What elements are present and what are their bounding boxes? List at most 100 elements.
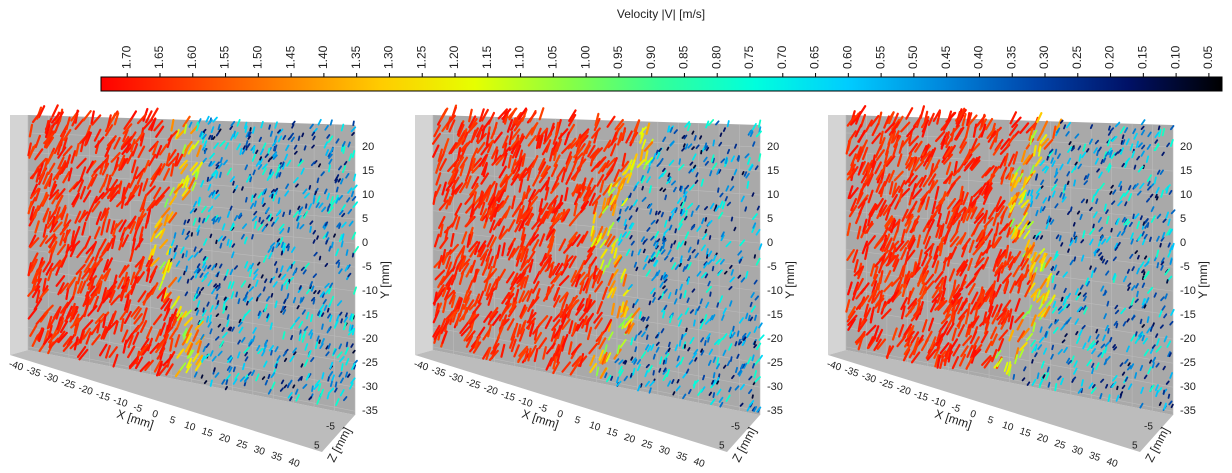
vector-arrow [973, 212, 985, 224]
vector-arrow [209, 350, 214, 357]
vector-arrow [531, 239, 540, 252]
vector-arrow [516, 247, 523, 261]
vector-arrow [480, 252, 488, 267]
vector-arrow [262, 344, 268, 352]
vector-arrow [748, 129, 754, 135]
vector-arrow [874, 145, 882, 159]
vector-arrow [1056, 153, 1061, 160]
vector-arrow [476, 128, 482, 143]
vector-arrow [750, 292, 755, 299]
vector-arrow [309, 281, 313, 287]
vector-arrow [463, 329, 472, 342]
vector-arrow [1077, 163, 1082, 170]
vector-arrow [215, 171, 219, 179]
vector-arrow [262, 286, 266, 292]
vector-arrow [1085, 199, 1089, 204]
vector-arrow [904, 330, 915, 343]
vector-arrow [898, 265, 905, 279]
vector-arrow [744, 206, 748, 212]
vector-arrow [883, 155, 893, 168]
vector-arrow [193, 251, 199, 258]
vector-arrow [189, 207, 195, 214]
vector-arrow [38, 288, 49, 300]
vector-arrow [875, 197, 884, 211]
vector-arrow [1039, 378, 1044, 386]
vector-arrow [1075, 330, 1079, 336]
vector-arrow [691, 146, 695, 151]
vector-arrow [736, 353, 740, 359]
vector-arrow [230, 281, 235, 289]
vector-arrow [167, 155, 178, 167]
vector-arrow [231, 326, 235, 332]
colorbar [100, 76, 1223, 92]
vector-arrow [1127, 286, 1131, 291]
vector-arrow [1143, 272, 1150, 280]
vector-arrow [289, 355, 295, 363]
vector-arrow [904, 215, 914, 227]
vector-arrow [1069, 206, 1073, 212]
vector-arrow [1018, 189, 1027, 199]
vector-arrow [707, 219, 713, 227]
vector-arrow [298, 320, 304, 329]
vector-arrow [1160, 296, 1165, 302]
vector-arrow [893, 170, 904, 182]
vector-arrow [60, 254, 68, 268]
vector-arrow [662, 310, 666, 319]
vector-arrow [1119, 192, 1125, 201]
vector-arrow [514, 219, 523, 233]
vector-arrow [275, 267, 279, 274]
vector-arrow [597, 162, 607, 174]
vector-arrow [668, 159, 675, 166]
x-tick-label: 20 [622, 432, 636, 446]
vector-arrow [102, 313, 107, 329]
vector-arrow [855, 146, 862, 160]
vector-arrow [917, 290, 927, 302]
vector-arrow [1168, 189, 1173, 195]
vector-arrow [552, 361, 560, 375]
vector-arrow [972, 222, 980, 236]
vector-arrow [1000, 138, 1011, 150]
vector-arrow [468, 115, 477, 129]
vector-arrow [59, 282, 69, 295]
vector-arrow [55, 275, 66, 287]
vector-arrow [345, 249, 349, 256]
vector-arrow [199, 272, 204, 278]
vector-arrow [469, 184, 479, 196]
vector-arrow [734, 341, 738, 347]
vector-arrow [1119, 185, 1123, 191]
vector-arrow [200, 131, 205, 140]
vector-arrow [167, 149, 177, 162]
vector-arrow [271, 140, 277, 147]
vector-arrow [642, 316, 646, 322]
vector-arrow [966, 344, 974, 358]
vector-arrow [1107, 149, 1114, 156]
vector-arrow [122, 123, 133, 135]
vector-arrow [1130, 285, 1136, 291]
vector-arrow [1065, 319, 1071, 325]
vector-arrow [173, 232, 177, 239]
vector-arrow [848, 204, 858, 218]
vector-arrow [166, 211, 174, 223]
vector-arrow [445, 196, 452, 210]
vector-arrow [104, 154, 110, 169]
vector-arrow [1031, 359, 1034, 364]
vector-arrow [548, 265, 558, 279]
vector-arrow [347, 141, 351, 148]
vector-arrow [1164, 268, 1171, 276]
vector-arrow [1037, 146, 1042, 157]
vector-arrow [1082, 143, 1087, 152]
vector-arrow [47, 332, 59, 344]
vector-arrow [949, 246, 958, 260]
vector-arrow [292, 384, 296, 389]
vector-arrow [959, 259, 969, 272]
vector-arrow [887, 291, 898, 304]
vector-arrow [1130, 334, 1136, 342]
vector-arrow [703, 261, 708, 266]
vector-arrow [1089, 227, 1095, 235]
vector-arrow [719, 258, 725, 265]
vector-arrow [36, 260, 46, 273]
vector-arrow [272, 154, 278, 160]
vector-arrow [1048, 217, 1052, 223]
vector-arrow [198, 248, 203, 253]
vector-arrow [683, 290, 687, 299]
